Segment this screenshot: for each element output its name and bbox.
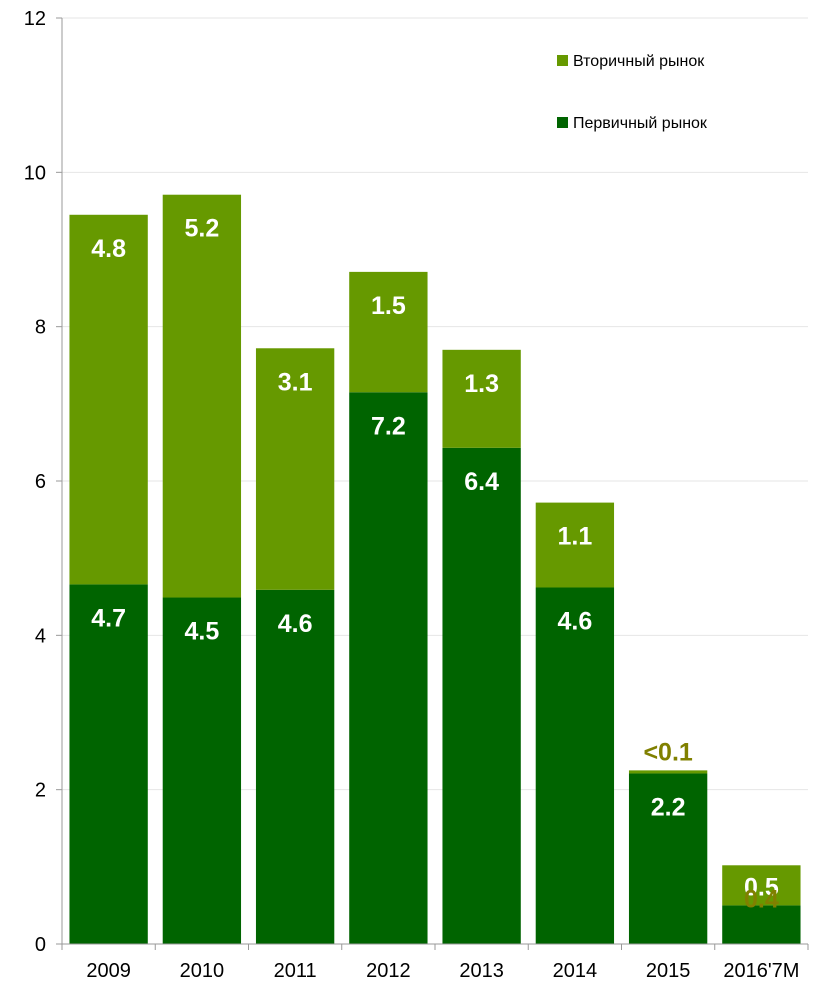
data-label: 4.6	[557, 607, 592, 635]
legend-label: Вторичный рынок	[573, 53, 705, 70]
x-tick-label: 2009	[86, 960, 131, 982]
bar-segment	[162, 597, 242, 944]
data-label: 4.5	[184, 618, 219, 646]
legend: Вторичный рынок Первичный рынок	[557, 53, 708, 132]
bar-segment	[255, 348, 335, 590]
y-tick-label: 2	[35, 780, 46, 802]
x-tick-label: 2015	[646, 960, 691, 982]
bar-segment	[535, 587, 615, 944]
bar-segment	[628, 770, 708, 774]
legend-label: Первичный рынок	[573, 115, 708, 132]
y-tick-label: 8	[35, 317, 46, 339]
data-label: 1.5	[371, 292, 406, 320]
data-label: 4.8	[91, 235, 126, 263]
bar-segment	[628, 773, 708, 944]
bar-segment	[69, 214, 148, 585]
bar-segment	[255, 589, 335, 944]
data-label: 5.2	[184, 215, 219, 243]
data-label: 0.4	[744, 885, 779, 913]
data-labels: 4.7 4.8 4.5 5.2 4.6 3.1 7.2 1.5 6.4 1.3 4.6 1.1 2.2 <…	[91, 215, 779, 914]
bar-segment	[162, 194, 242, 598]
data-label: 7.2	[371, 412, 406, 440]
bar-segment	[349, 271, 428, 393]
x-tick-label: 2014	[553, 960, 598, 982]
bar-segment	[535, 502, 615, 588]
bar-segment	[69, 584, 148, 944]
y-tick-label: 12	[24, 8, 46, 30]
bar-segment	[722, 905, 801, 944]
y-tick-label: 0	[35, 934, 46, 956]
data-label: 6.4	[464, 468, 499, 496]
x-tick-label: 2011	[274, 960, 317, 982]
bar-segment	[442, 447, 521, 944]
axes: 0 2 4 6 8 10 12 2009 2010 2011 2012 2013 2014 2015 201…	[24, 8, 809, 982]
y-tick-label: 4	[35, 625, 46, 647]
data-label: 1.3	[464, 370, 499, 398]
data-label: 4.6	[278, 610, 313, 638]
y-tick-label: 6	[35, 471, 46, 493]
bar-segment	[722, 865, 801, 906]
legend-swatch	[557, 55, 568, 66]
x-tick-label: 2013	[459, 960, 504, 982]
legend-swatch	[557, 117, 568, 128]
x-tick-label: 2012	[366, 960, 411, 982]
data-label: 0.5	[744, 873, 779, 901]
bars	[69, 194, 801, 945]
data-label: 1.1	[557, 523, 592, 551]
bar-segment	[442, 349, 521, 448]
x-tick-label: 2016'7M	[723, 960, 799, 982]
x-tick-label: 2010	[180, 960, 225, 982]
data-label: 3.1	[278, 368, 313, 396]
data-label: <0.1	[643, 738, 692, 766]
bar-segment	[349, 392, 428, 945]
data-label: 2.2	[651, 793, 686, 821]
data-label: 4.7	[91, 604, 126, 632]
y-tick-label: 10	[24, 162, 46, 184]
